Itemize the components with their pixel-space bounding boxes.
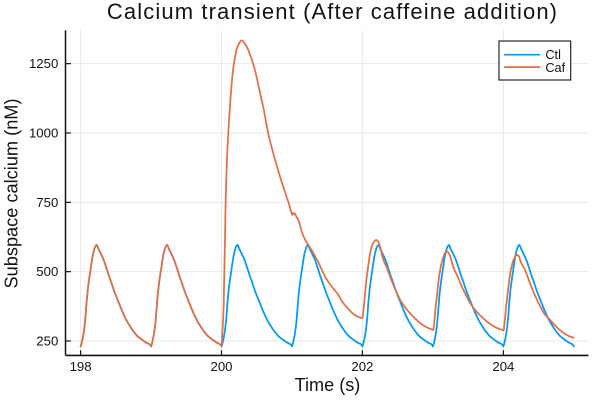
- svg-text:Calcium transient (After caffe: Calcium transient (After caffeine additi…: [107, 0, 558, 24]
- svg-text:198: 198: [70, 359, 92, 374]
- svg-text:Caf: Caf: [545, 61, 565, 75]
- svg-text:1250: 1250: [29, 56, 58, 71]
- svg-text:Time (s): Time (s): [295, 375, 361, 395]
- svg-text:Ctl: Ctl: [545, 48, 561, 62]
- svg-text:200: 200: [210, 359, 232, 374]
- svg-text:750: 750: [36, 195, 58, 210]
- svg-text:204: 204: [492, 359, 514, 374]
- svg-text:250: 250: [36, 334, 58, 349]
- svg-text:500: 500: [36, 264, 58, 279]
- svg-text:Subspace calcium (nM): Subspace calcium (nM): [2, 98, 22, 288]
- svg-text:202: 202: [351, 359, 373, 374]
- svg-text:1000: 1000: [29, 126, 58, 141]
